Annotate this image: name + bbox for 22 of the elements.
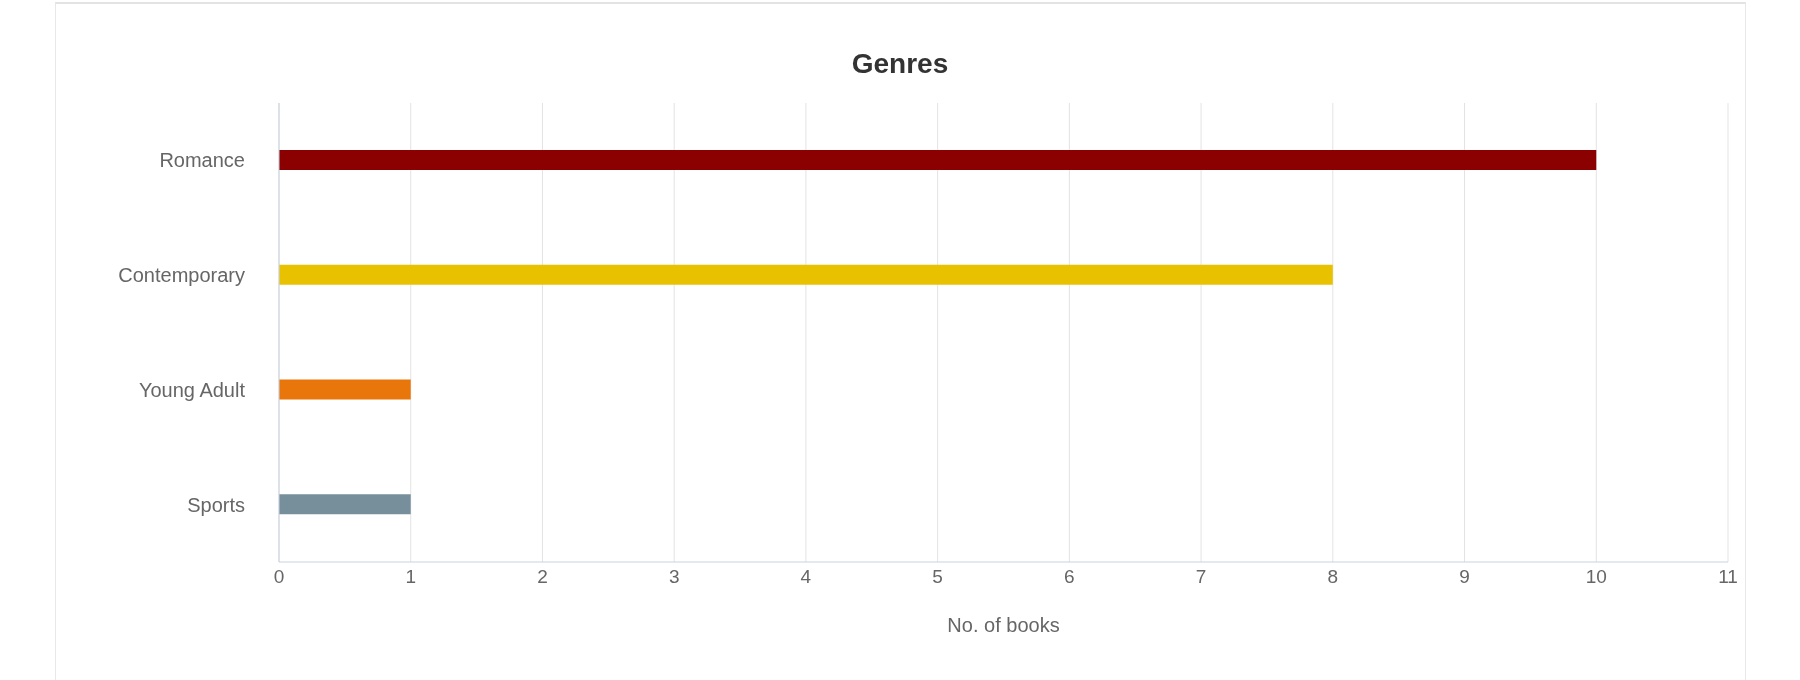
x-tick-label: 4	[800, 566, 812, 588]
y-tick-label: Young Adult	[138, 378, 246, 401]
x-tick-label: 5	[932, 566, 943, 588]
y-tick-label: Romance	[159, 149, 245, 172]
x-tick-label: 1	[405, 566, 417, 588]
bar	[279, 264, 1333, 285]
y-tick-label: Sports	[187, 493, 245, 516]
x-axis-title: No. of books	[947, 614, 1060, 636]
x-tick-label: 6	[1064, 566, 1075, 588]
y-tick-label: Contemporary	[118, 264, 245, 287]
bar	[279, 379, 411, 400]
x-tick-label: 11	[1718, 566, 1738, 588]
chart-title: Genres	[850, 48, 950, 80]
x-tick-label: 9	[1459, 566, 1470, 588]
bar	[279, 494, 411, 515]
x-tick-label: 3	[668, 566, 680, 588]
x-tick-label: 2	[537, 566, 548, 588]
x-tick-label: 10	[1585, 566, 1607, 588]
x-tick-label: 0	[273, 566, 285, 588]
bar	[279, 150, 1597, 170]
x-tick-label: 7	[1195, 566, 1207, 588]
x-tick-label: 8	[1327, 566, 1339, 588]
